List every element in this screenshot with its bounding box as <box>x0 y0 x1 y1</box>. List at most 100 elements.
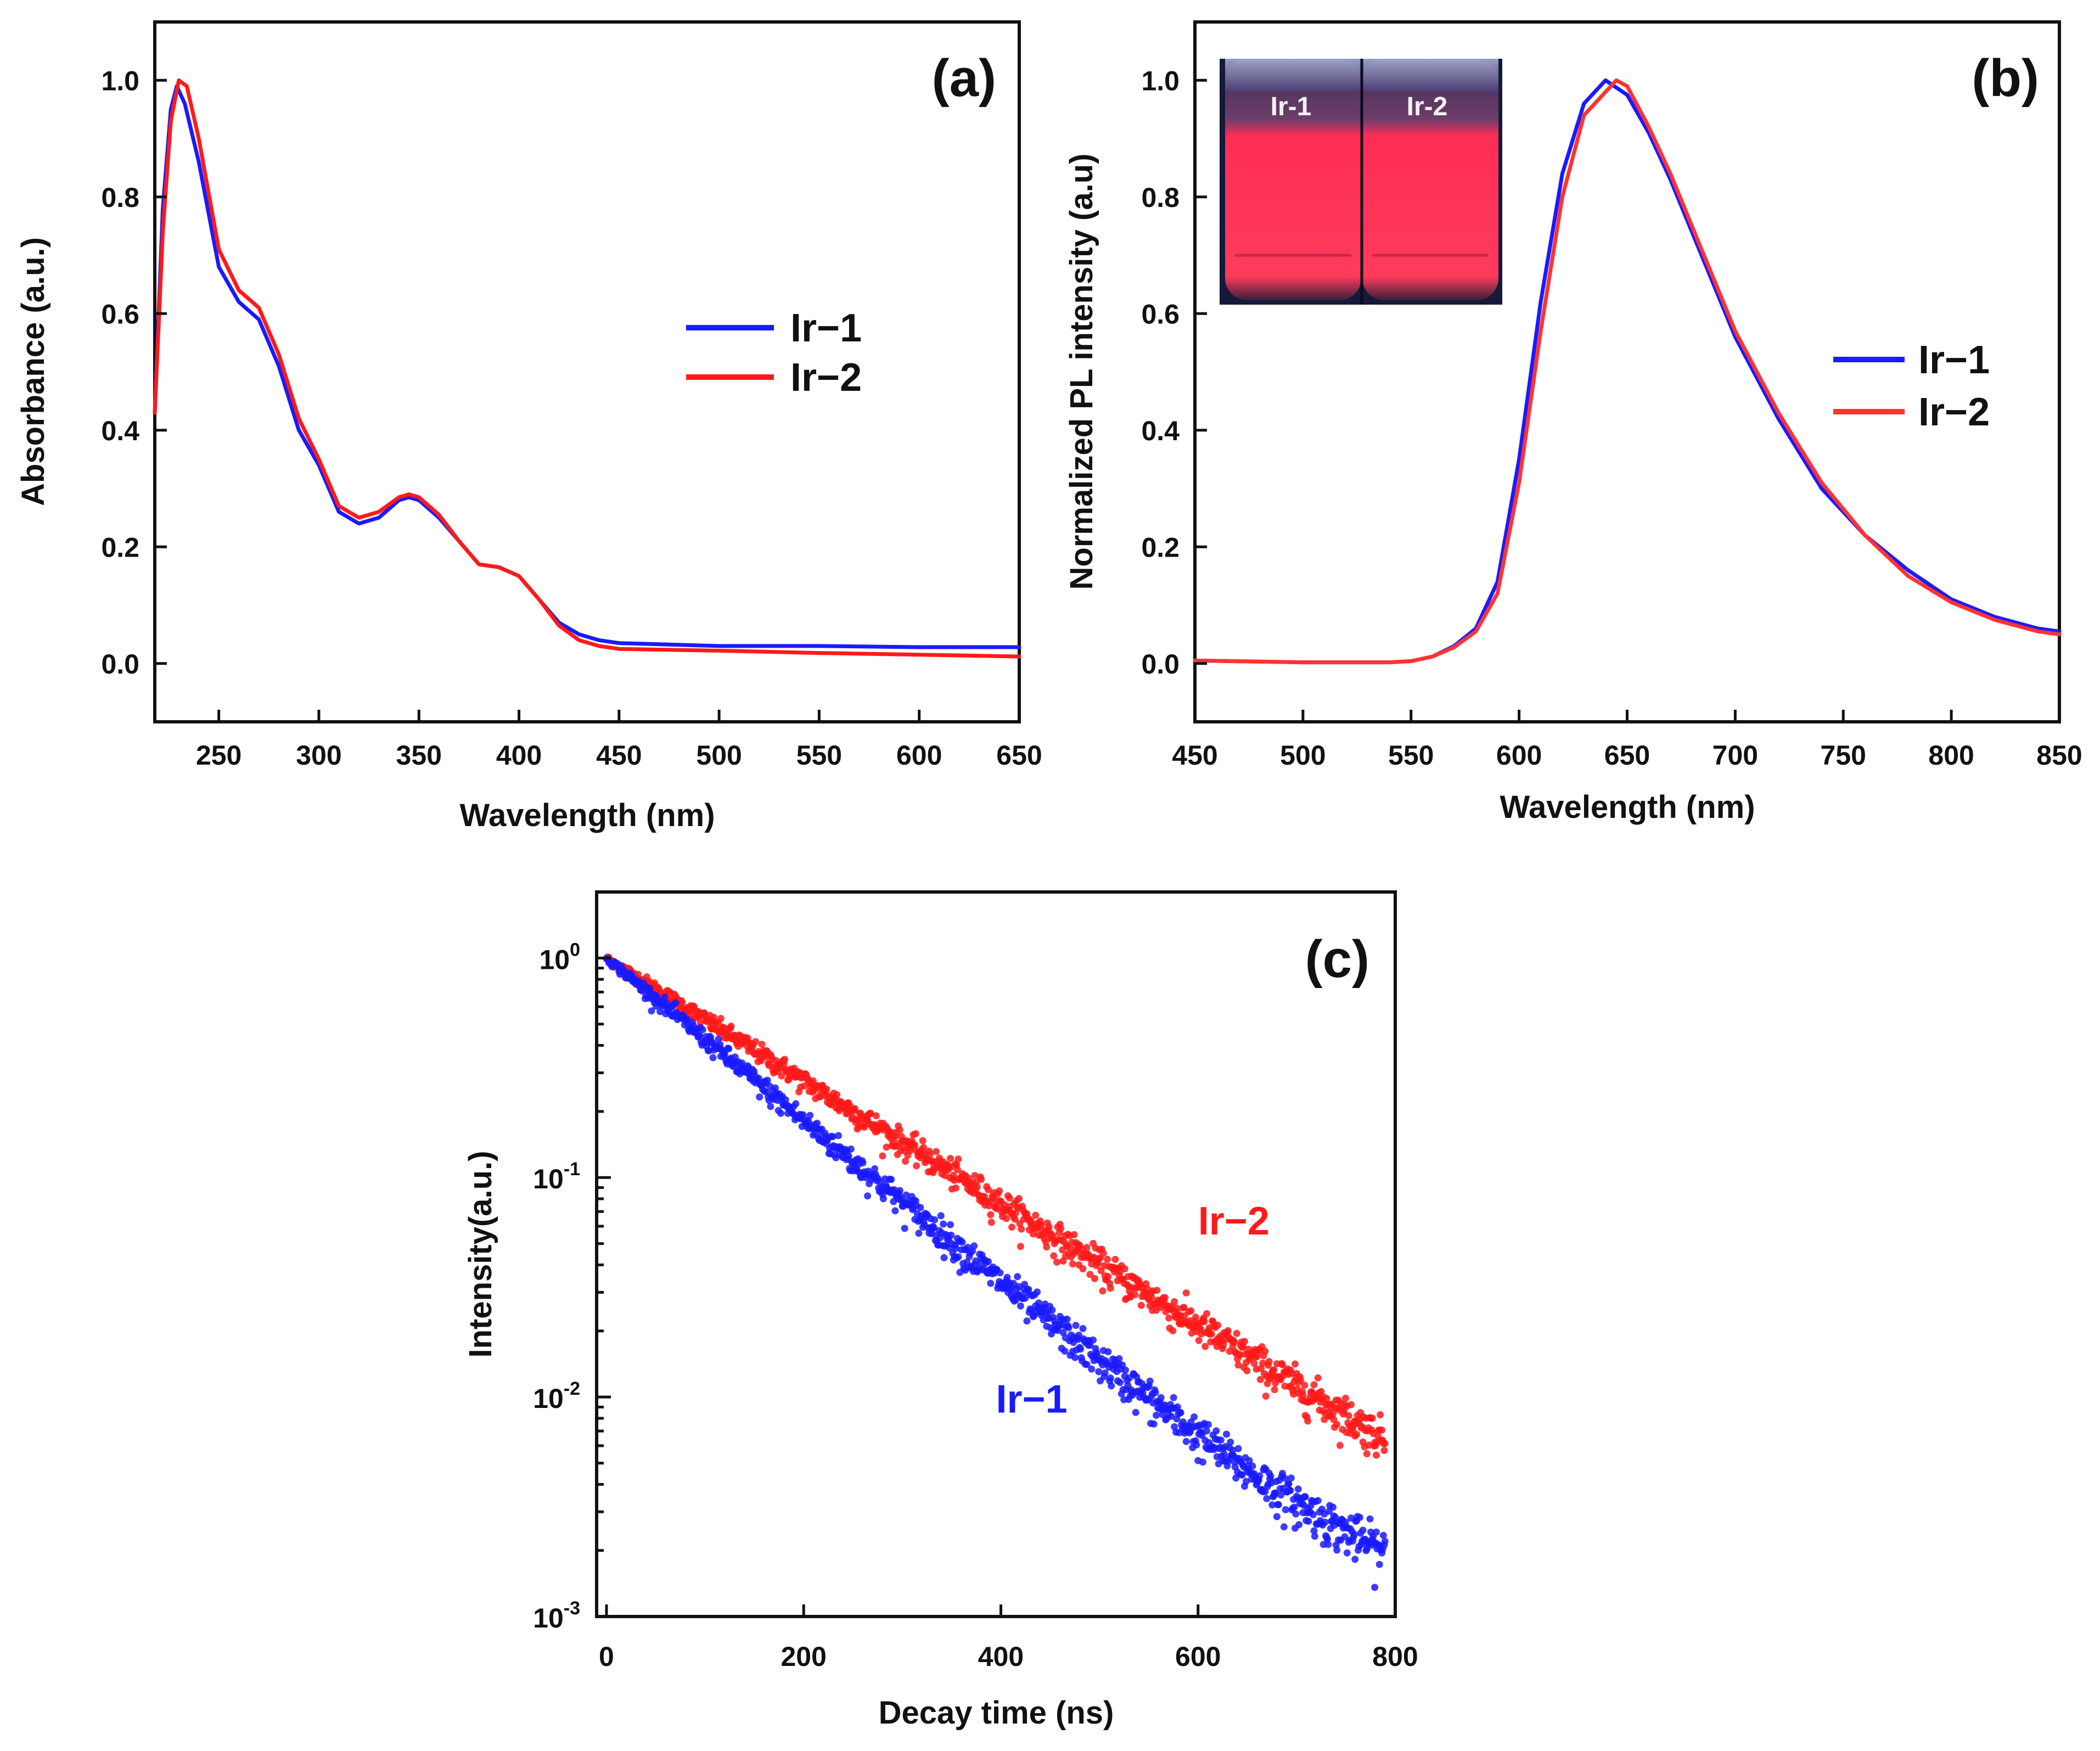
decay-point <box>1272 1489 1279 1497</box>
decay-point <box>1070 1231 1078 1238</box>
decay-point <box>1043 1243 1051 1251</box>
decay-point <box>1214 1321 1222 1329</box>
decay-point <box>1280 1523 1288 1531</box>
decay-point <box>883 1143 890 1151</box>
decay-point <box>1285 1480 1293 1488</box>
decay-point <box>1333 1546 1341 1554</box>
panel-c-y-tick-label: 10-2 <box>533 1378 580 1414</box>
decay-point <box>1373 1528 1380 1536</box>
decay-point <box>1311 1533 1318 1540</box>
decay-point <box>847 1145 855 1153</box>
decay-point <box>699 1026 706 1034</box>
decay-point <box>1116 1379 1124 1387</box>
decay-point <box>1203 1310 1210 1317</box>
decay-point <box>777 1109 784 1117</box>
decay-point <box>1314 1497 1322 1505</box>
decay-point <box>1257 1365 1265 1372</box>
panel-c-x-tick-label: 600 <box>1175 1641 1221 1672</box>
panel-a-label: (a) <box>932 49 996 108</box>
decay-point <box>970 1242 978 1250</box>
panel-a-x-ticks: 250 300 350 400 450 500 550 600 650 <box>196 710 1042 771</box>
decay-point <box>1294 1485 1302 1493</box>
panel-a-x-tick-label: 650 <box>996 740 1042 771</box>
decay-point <box>1048 1306 1056 1314</box>
decay-point <box>1381 1440 1389 1447</box>
decay-point <box>867 1110 874 1118</box>
panel-a-series-line-2 <box>153 78 1021 659</box>
panel-c-y-axis-title: Intensity(a.u.) <box>463 1151 498 1357</box>
decay-point <box>1192 1314 1199 1321</box>
decay-point <box>1305 1517 1312 1525</box>
decay-point <box>952 1244 960 1252</box>
panel-b-y-tick-label: 0.8 <box>1141 182 1180 213</box>
decay-point <box>1008 1224 1016 1231</box>
decay-point <box>1083 1361 1091 1368</box>
decay-point <box>896 1126 903 1134</box>
decay-point <box>930 1224 937 1231</box>
panel-b-inset-vial-photo: Ir-1 Ir-2 <box>1220 59 1502 305</box>
vial-ir1-cap <box>1225 59 1361 92</box>
decay-point <box>933 1148 940 1155</box>
panel-a-legend: Ir−1 Ir−2 <box>686 306 862 400</box>
decay-point <box>1091 1275 1098 1282</box>
decay-point <box>1153 1287 1161 1294</box>
decay-point <box>756 1093 763 1101</box>
decay-point <box>1359 1526 1367 1534</box>
decay-point <box>891 1207 899 1215</box>
decay-point <box>1368 1415 1376 1422</box>
panel-b-x-tick-label: 450 <box>1172 740 1217 771</box>
decay-point <box>1329 1410 1337 1418</box>
decay-point <box>1057 1225 1065 1232</box>
panel-b-legend: Ir−1 Ir−2 <box>1833 338 1990 434</box>
decay-point <box>1017 1243 1024 1250</box>
decay-point <box>1198 1432 1206 1439</box>
decay-point <box>823 1085 830 1093</box>
decay-point <box>1148 1293 1155 1301</box>
decay-point <box>1150 1420 1158 1428</box>
decay-point <box>1287 1486 1294 1494</box>
panel-a-y-ticks: 0.0 0.2 0.4 0.6 0.8 1.0 <box>101 65 167 680</box>
decay-point <box>1003 1273 1011 1281</box>
decay-point <box>953 1166 961 1174</box>
panel-a-x-tick-label: 450 <box>596 740 642 771</box>
panel-c-x-tick-label: 0 <box>599 1641 614 1672</box>
decay-point <box>1010 1279 1017 1287</box>
decay-point <box>1122 1366 1129 1374</box>
decay-point <box>1229 1446 1237 1454</box>
decay-point <box>1242 1478 1250 1485</box>
panel-b-x-ticks: 450 500 550 600 650 700 750 800 850 <box>1172 710 2082 771</box>
decay-point <box>1180 1304 1188 1311</box>
inset-label-ir2: Ir-2 <box>1407 92 1448 121</box>
decay-point <box>1065 1324 1073 1332</box>
decay-point <box>913 1162 920 1170</box>
panel-a-y-tick-label: 1.0 <box>101 65 139 96</box>
decay-point <box>1342 1518 1349 1526</box>
panel-b-x-tick-label: 600 <box>1496 740 1542 771</box>
decay-point <box>1157 1394 1165 1401</box>
decay-point <box>1018 1225 1025 1233</box>
decay-point <box>1345 1412 1352 1419</box>
panel-b-x-tick-label: 700 <box>1712 740 1758 771</box>
panel-a-y-tick-label: 0.2 <box>101 532 139 563</box>
panel-c-x-tick-label: 400 <box>978 1641 1024 1672</box>
decay-point <box>937 1212 945 1220</box>
decay-point <box>1173 1403 1181 1411</box>
decay-point <box>1259 1360 1267 1367</box>
decay-point <box>1169 1327 1177 1334</box>
decay-point <box>1267 1472 1274 1480</box>
panel-a-legend-label-ir1: Ir−1 <box>790 306 862 350</box>
decay-point <box>1131 1291 1139 1299</box>
decay-point <box>1310 1527 1318 1535</box>
panel-b-series-layer <box>1193 78 2062 665</box>
decay-point <box>1212 1427 1220 1435</box>
panel-b-y-tick-label: 0.4 <box>1141 416 1180 446</box>
decay-point <box>871 1165 879 1172</box>
decay-point <box>1310 1511 1317 1518</box>
decay-point <box>1171 1298 1178 1305</box>
decay-point <box>851 1105 859 1113</box>
panel-a-x-tick-label: 400 <box>496 740 542 771</box>
panel-c-label: (c) <box>1305 930 1369 989</box>
panel-b-legend-label-ir1: Ir−1 <box>1918 338 1990 382</box>
decay-point <box>1290 1390 1298 1398</box>
